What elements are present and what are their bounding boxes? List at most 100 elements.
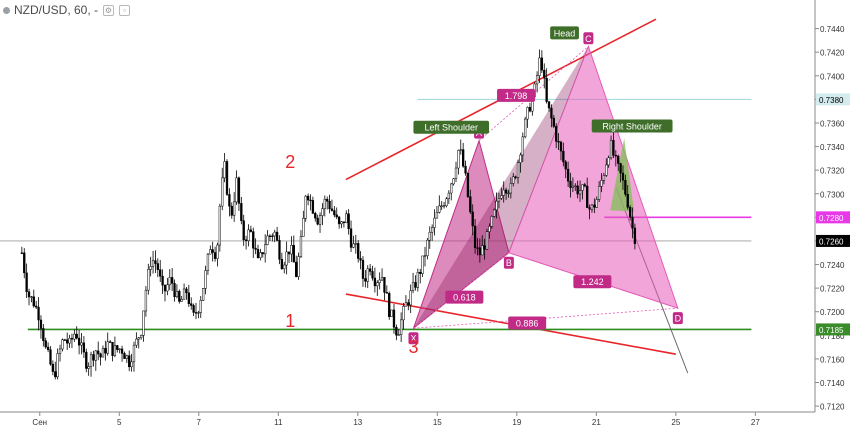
y-tick-label: 0.7180 — [820, 332, 845, 341]
candle-body — [473, 225, 477, 248]
candle-body — [621, 172, 625, 181]
point-badge — [408, 332, 419, 345]
candle-body — [547, 101, 551, 109]
candle-body — [63, 339, 66, 341]
candle-body — [578, 190, 582, 195]
candle-body — [495, 200, 498, 211]
candle-body — [493, 209, 496, 217]
candle-body — [230, 205, 233, 216]
candle-body — [469, 196, 472, 213]
candle-body — [94, 350, 97, 361]
candle-body — [271, 235, 274, 237]
candle-body — [302, 218, 305, 237]
candle-body — [275, 231, 279, 241]
candle-body — [423, 255, 427, 257]
ratio-label: 0.886 — [516, 319, 539, 329]
candle-body — [607, 157, 610, 166]
candle-body — [211, 249, 214, 253]
candle-body — [414, 282, 417, 288]
candle-body — [557, 141, 560, 143]
candle-body — [471, 211, 474, 227]
candle-body — [555, 126, 558, 142]
candle-body — [125, 355, 128, 359]
x-tick-label: 25 — [671, 418, 680, 427]
chart-header: NZD/USD, 60, - ⚙ ▫ — [0, 0, 131, 20]
candle-body — [66, 339, 69, 344]
candle-body — [600, 180, 603, 187]
settings-icon[interactable]: ⚙ — [103, 4, 115, 16]
candle-body — [46, 346, 50, 350]
candle-body — [428, 231, 431, 241]
candle-body — [583, 184, 586, 187]
x-tick-label: Сен — [32, 418, 47, 427]
ratio-badge — [508, 316, 547, 330]
point-label-d: D — [675, 314, 682, 324]
candle-body — [385, 292, 388, 294]
candle-body — [51, 363, 55, 372]
candle-body — [349, 228, 353, 248]
candle-body — [481, 245, 484, 256]
candle-body — [268, 235, 272, 237]
y-tick-label: 0.7160 — [820, 355, 845, 364]
candle-body — [266, 235, 269, 245]
y-tick-label: 0.7320 — [820, 167, 845, 176]
candle-body — [73, 333, 76, 340]
candle-body — [559, 141, 563, 152]
candle-body — [120, 348, 124, 354]
candle-body — [550, 107, 553, 119]
candle-body — [571, 185, 575, 188]
candle-body — [316, 217, 319, 225]
candle-body — [376, 282, 379, 287]
candle-body — [56, 353, 59, 378]
candle-body — [524, 118, 527, 138]
candle-body — [602, 175, 606, 181]
candle-body — [151, 260, 155, 267]
candle-body — [564, 161, 567, 170]
candle-body — [61, 339, 64, 350]
candle-body — [304, 195, 307, 219]
price-badge-label: 0.7280 — [819, 214, 844, 223]
hide-icon[interactable]: ▫ — [119, 4, 131, 16]
y-tick-label: 0.7420 — [820, 49, 845, 58]
candle-body — [430, 227, 434, 233]
candle-body — [509, 183, 513, 194]
candle-body — [440, 205, 443, 207]
candle-body — [108, 341, 112, 343]
candle-body — [388, 293, 391, 317]
pattern-label: Left Shoulder — [424, 123, 478, 133]
candle-body — [404, 302, 408, 307]
candle-body — [552, 117, 555, 127]
x-tick-label: 19 — [512, 418, 521, 427]
candle-body — [476, 247, 479, 249]
candle-body — [409, 290, 412, 306]
ratio-label: 0.618 — [453, 293, 476, 303]
x-tick-label: 7 — [197, 418, 202, 427]
candle-body — [504, 189, 508, 194]
candle-body — [116, 345, 119, 350]
candle-body — [435, 212, 439, 219]
candle-body — [170, 277, 174, 284]
candle-body — [261, 252, 264, 255]
candle-body — [500, 195, 503, 199]
candle-body — [326, 198, 329, 202]
candle-body — [259, 252, 262, 258]
candle-body — [333, 210, 336, 216]
candle-body — [361, 259, 365, 279]
candle-body — [190, 303, 193, 306]
price-badge-label: 0.7260 — [819, 237, 844, 246]
candle-body — [299, 236, 303, 257]
candle-body — [130, 361, 133, 368]
candle-body — [254, 247, 257, 250]
candle-body — [452, 178, 455, 185]
candle-body — [416, 271, 419, 288]
candle-body — [97, 350, 100, 355]
candle-body — [128, 355, 131, 368]
candle-body — [92, 354, 95, 361]
candle-body — [39, 319, 43, 329]
y-tick-label: 0.7340 — [820, 143, 845, 152]
candle-body — [54, 371, 57, 378]
pattern-badge — [413, 120, 490, 134]
candle-body — [543, 69, 546, 79]
candle-body — [256, 249, 260, 258]
